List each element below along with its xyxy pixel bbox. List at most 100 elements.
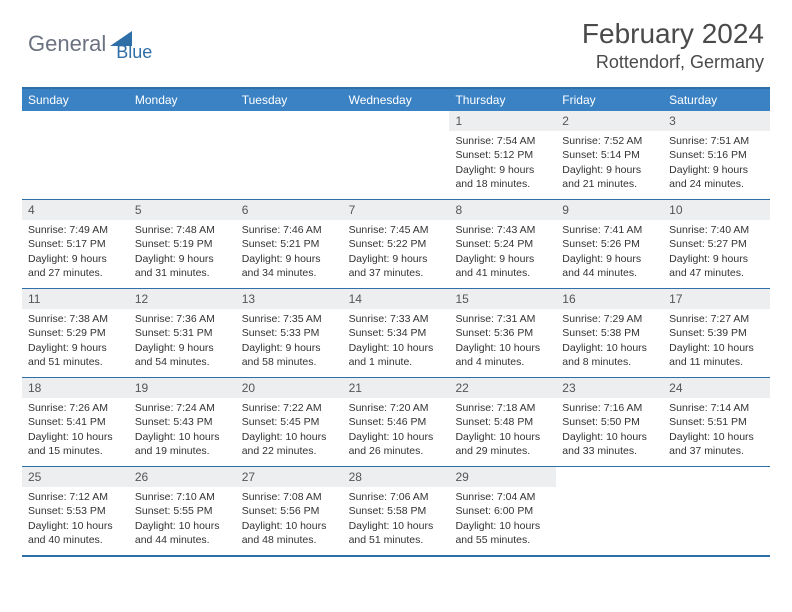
sunset-text: Sunset: 5:55 PM [135, 504, 230, 518]
day-number: 27 [236, 467, 343, 487]
sunrise-text: Sunrise: 7:33 AM [349, 312, 444, 326]
day-cell: . [663, 467, 770, 555]
sunset-text: Sunset: 5:38 PM [562, 326, 657, 340]
day-number: 23 [556, 378, 663, 398]
week-row: 4Sunrise: 7:49 AMSunset: 5:17 PMDaylight… [22, 199, 770, 288]
week-row: 25Sunrise: 7:12 AMSunset: 5:53 PMDayligh… [22, 466, 770, 555]
day-number: 18 [22, 378, 129, 398]
sunrise-text: Sunrise: 7:27 AM [669, 312, 764, 326]
daylight-text-1: Daylight: 10 hours [242, 430, 337, 444]
sunrise-text: Sunrise: 7:36 AM [135, 312, 230, 326]
sunset-text: Sunset: 5:19 PM [135, 237, 230, 251]
daylight-text-1: Daylight: 10 hours [455, 519, 550, 533]
month-title: February 2024 [582, 18, 764, 50]
daylight-text-1: Daylight: 9 hours [242, 341, 337, 355]
sunrise-text: Sunrise: 7:06 AM [349, 490, 444, 504]
sunset-text: Sunset: 5:14 PM [562, 148, 657, 162]
sunset-text: Sunset: 5:12 PM [455, 148, 550, 162]
day-cell: 8Sunrise: 7:43 AMSunset: 5:24 PMDaylight… [449, 200, 556, 288]
sunrise-text: Sunrise: 7:12 AM [28, 490, 123, 504]
day-cell: . [22, 111, 129, 199]
daylight-text-2: and 37 minutes. [669, 444, 764, 458]
day-number: 26 [129, 467, 236, 487]
day-body: Sunrise: 7:49 AMSunset: 5:17 PMDaylight:… [22, 220, 129, 284]
day-cell: 7Sunrise: 7:45 AMSunset: 5:22 PMDaylight… [343, 200, 450, 288]
sunrise-text: Sunrise: 7:10 AM [135, 490, 230, 504]
daylight-text-2: and 47 minutes. [669, 266, 764, 280]
daylight-text-2: and 48 minutes. [242, 533, 337, 547]
daylight-text-2: and 4 minutes. [455, 355, 550, 369]
day-body: Sunrise: 7:38 AMSunset: 5:29 PMDaylight:… [22, 309, 129, 373]
sunrise-text: Sunrise: 7:26 AM [28, 401, 123, 415]
day-cell: 29Sunrise: 7:04 AMSunset: 6:00 PMDayligh… [449, 467, 556, 555]
day-cell: 16Sunrise: 7:29 AMSunset: 5:38 PMDayligh… [556, 289, 663, 377]
daylight-text-2: and 40 minutes. [28, 533, 123, 547]
sunset-text: Sunset: 5:22 PM [349, 237, 444, 251]
sunrise-text: Sunrise: 7:45 AM [349, 223, 444, 237]
day-number: 17 [663, 289, 770, 309]
day-number: 13 [236, 289, 343, 309]
day-header: Tuesday [236, 89, 343, 111]
sunrise-text: Sunrise: 7:38 AM [28, 312, 123, 326]
day-cell: 23Sunrise: 7:16 AMSunset: 5:50 PMDayligh… [556, 378, 663, 466]
day-cell: 20Sunrise: 7:22 AMSunset: 5:45 PMDayligh… [236, 378, 343, 466]
day-body: Sunrise: 7:52 AMSunset: 5:14 PMDaylight:… [556, 131, 663, 195]
sunset-text: Sunset: 5:45 PM [242, 415, 337, 429]
sunrise-text: Sunrise: 7:46 AM [242, 223, 337, 237]
day-cell: 9Sunrise: 7:41 AMSunset: 5:26 PMDaylight… [556, 200, 663, 288]
day-body: Sunrise: 7:36 AMSunset: 5:31 PMDaylight:… [129, 309, 236, 373]
daylight-text-2: and 24 minutes. [669, 177, 764, 191]
day-body: Sunrise: 7:08 AMSunset: 5:56 PMDaylight:… [236, 487, 343, 551]
title-block: February 2024 Rottendorf, Germany [582, 18, 764, 73]
daylight-text-2: and 31 minutes. [135, 266, 230, 280]
day-number: 29 [449, 467, 556, 487]
day-number: 3 [663, 111, 770, 131]
sunset-text: Sunset: 5:53 PM [28, 504, 123, 518]
daylight-text-2: and 33 minutes. [562, 444, 657, 458]
sunrise-text: Sunrise: 7:31 AM [455, 312, 550, 326]
daylight-text-2: and 11 minutes. [669, 355, 764, 369]
sunset-text: Sunset: 5:33 PM [242, 326, 337, 340]
sunset-text: Sunset: 5:56 PM [242, 504, 337, 518]
day-body: Sunrise: 7:16 AMSunset: 5:50 PMDaylight:… [556, 398, 663, 462]
day-cell: 28Sunrise: 7:06 AMSunset: 5:58 PMDayligh… [343, 467, 450, 555]
daylight-text-2: and 34 minutes. [242, 266, 337, 280]
sunrise-text: Sunrise: 7:35 AM [242, 312, 337, 326]
day-number: 22 [449, 378, 556, 398]
day-body: Sunrise: 7:04 AMSunset: 6:00 PMDaylight:… [449, 487, 556, 551]
day-number: 5 [129, 200, 236, 220]
day-body: Sunrise: 7:06 AMSunset: 5:58 PMDaylight:… [343, 487, 450, 551]
day-cell: . [343, 111, 450, 199]
daylight-text-1: Daylight: 9 hours [562, 163, 657, 177]
day-cell: 17Sunrise: 7:27 AMSunset: 5:39 PMDayligh… [663, 289, 770, 377]
day-number: 7 [343, 200, 450, 220]
day-body: Sunrise: 7:27 AMSunset: 5:39 PMDaylight:… [663, 309, 770, 373]
sunset-text: Sunset: 5:48 PM [455, 415, 550, 429]
day-header-row: SundayMondayTuesdayWednesdayThursdayFrid… [22, 89, 770, 111]
day-body: Sunrise: 7:10 AMSunset: 5:55 PMDaylight:… [129, 487, 236, 551]
sunset-text: Sunset: 5:31 PM [135, 326, 230, 340]
day-body: Sunrise: 7:33 AMSunset: 5:34 PMDaylight:… [343, 309, 450, 373]
day-cell: . [236, 111, 343, 199]
day-body: Sunrise: 7:26 AMSunset: 5:41 PMDaylight:… [22, 398, 129, 462]
daylight-text-2: and 41 minutes. [455, 266, 550, 280]
day-cell: 13 Sunrise: 7:35 AMSunset: 5:33 PMDayligh… [236, 289, 343, 377]
sunrise-text: Sunrise: 7:08 AM [242, 490, 337, 504]
daylight-text-1: Daylight: 10 hours [28, 519, 123, 533]
day-cell: 1Sunrise: 7:54 AMSunset: 5:12 PMDaylight… [449, 111, 556, 199]
day-number: 28 [343, 467, 450, 487]
day-number: 1 [449, 111, 556, 131]
sunrise-text: Sunrise: 7:18 AM [455, 401, 550, 415]
day-header: Monday [129, 89, 236, 111]
daylight-text-1: Daylight: 10 hours [135, 430, 230, 444]
sunset-text: Sunset: 5:36 PM [455, 326, 550, 340]
day-cell: 2Sunrise: 7:52 AMSunset: 5:14 PMDaylight… [556, 111, 663, 199]
daylight-text-2: and 22 minutes. [242, 444, 337, 458]
sunrise-text: Sunrise: 7:04 AM [455, 490, 550, 504]
daylight-text-2: and 54 minutes. [135, 355, 230, 369]
day-number: 16 [556, 289, 663, 309]
sunset-text: Sunset: 5:27 PM [669, 237, 764, 251]
daylight-text-1: Daylight: 9 hours [669, 163, 764, 177]
day-body: Sunrise: 7:14 AMSunset: 5:51 PMDaylight:… [663, 398, 770, 462]
sunset-text: Sunset: 5:16 PM [669, 148, 764, 162]
